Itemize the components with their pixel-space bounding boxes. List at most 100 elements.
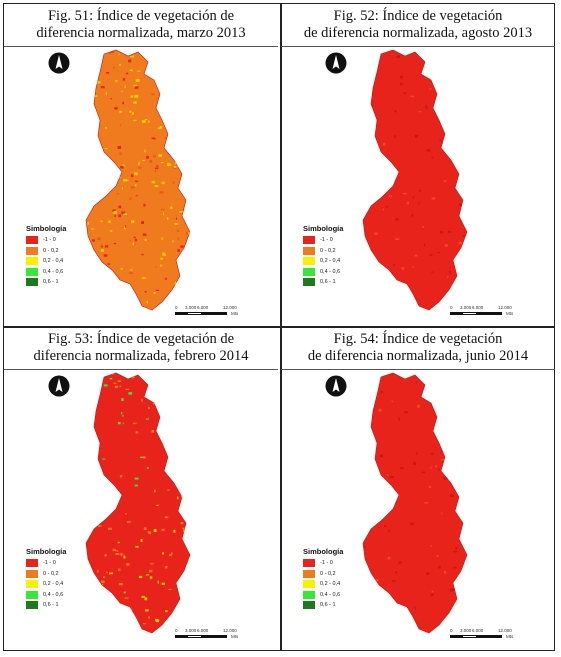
ndvi-cell [134,238,138,242]
ndvi-cell [374,232,378,235]
ndvi-cell [80,219,83,222]
ndvi-cell [361,379,363,381]
ndvi-cell [181,486,184,490]
ndvi-cell [161,415,165,418]
ndvi-cell [179,52,183,56]
legend-label: -1 - 0 [43,560,56,567]
scale-tick-label: 6.000 [197,305,209,310]
ndvi-cell [162,552,164,555]
ndvi-cell [103,576,105,579]
ndvi-cell [378,408,382,412]
ndvi-cell [135,195,138,197]
ndvi-cell [207,423,208,424]
ndvi-cell [134,94,139,98]
ndvi-cell [64,301,65,302]
ndvi-cell [203,268,206,271]
ndvi-cell [399,296,401,299]
ndvi-cell [103,488,108,490]
ndvi-cell [87,405,90,409]
ndvi-cell [117,175,119,179]
ndvi-cell [161,71,166,74]
ndvi-cell [152,513,157,517]
ndvi-cell [160,84,164,86]
ndvi-cell [353,507,354,509]
ndvi-cell [150,517,154,520]
ndvi-cell [118,631,122,633]
ndvi-cell [346,517,347,520]
ndvi-cell [127,536,131,539]
ndvi-cell [179,480,184,483]
scale-bar: 0 3.000 6.000 12.000 Mts [450,628,513,639]
ndvi-cell [209,82,211,83]
ndvi-cell [100,249,104,252]
ndvi-cell [114,214,116,218]
ndvi-cell [366,191,368,194]
ndvi-cell [168,588,172,590]
ndvi-cell [418,111,422,113]
ndvi-cell [404,92,406,95]
ndvi-cell [467,87,471,89]
legend-label: 0,6 - 1 [320,279,336,286]
ndvi-cell [73,165,75,166]
ndvi-cell [71,475,73,476]
ndvi-cell [97,296,100,299]
ndvi-cell [185,459,189,463]
ndvi-cell [77,480,78,482]
ndvi-cell [160,84,164,87]
ndvi-cell [68,426,69,428]
ndvi-cell [105,379,108,381]
ndvi-cell [79,276,81,277]
ndvi-cell [426,389,430,393]
ndvi-cell [350,434,354,436]
ndvi-cell [198,453,201,454]
ndvi-cell [439,231,444,234]
caption-divider [4,46,278,47]
legend-item: -1 - 0 [303,558,343,569]
ndvi-cell [161,528,165,532]
ndvi-cell [203,483,205,485]
ndvi-cell [68,401,70,403]
ndvi-cell [213,463,215,466]
ndvi-cell [348,404,351,406]
ndvi-cell [388,529,391,532]
ndvi-cell [133,602,136,605]
scale-segment [476,312,502,315]
ndvi-cell [125,72,129,75]
ndvi-cell [412,623,414,627]
ndvi-cell [99,563,101,566]
ndvi-cell [100,50,104,51]
ndvi-cell [130,186,135,189]
ndvi-cell [458,184,461,187]
ndvi-cell [154,427,158,430]
ndvi-cell [183,248,187,251]
ndvi-cell [480,482,484,485]
ndvi-cell [172,181,175,184]
ndvi-cell [477,482,478,484]
ndvi-cell [185,54,188,57]
figure-title-line1: Fig. 52: Índice de vegetación [333,8,503,24]
ndvi-cell [214,64,215,66]
ndvi-cell [161,582,165,585]
scale-bar: 0 3.000 6.000 12.000 Mts [450,305,513,316]
ndvi-cell [433,73,437,76]
ndvi-cell [199,542,202,545]
ndvi-cell [131,220,135,223]
ndvi-cell [479,590,481,593]
ndvi-cell [134,172,138,176]
ndvi-cell [431,197,436,200]
ndvi-cell [76,125,78,127]
ndvi-cell [141,253,144,256]
scale-unit: Mts [231,634,239,639]
ndvi-cell [169,554,172,557]
ndvi-cell [161,378,164,380]
ndvi-cell [426,572,430,575]
ndvi-cell [172,240,174,243]
ndvi-cell [114,302,117,306]
ndvi-cell [468,500,470,501]
ndvi-cell [444,570,447,574]
ndvi-cell [109,52,111,54]
ndvi-cell [82,245,85,247]
ndvi-cell [352,278,355,280]
ndvi-cell [203,250,206,252]
ndvi-cell [194,372,197,374]
